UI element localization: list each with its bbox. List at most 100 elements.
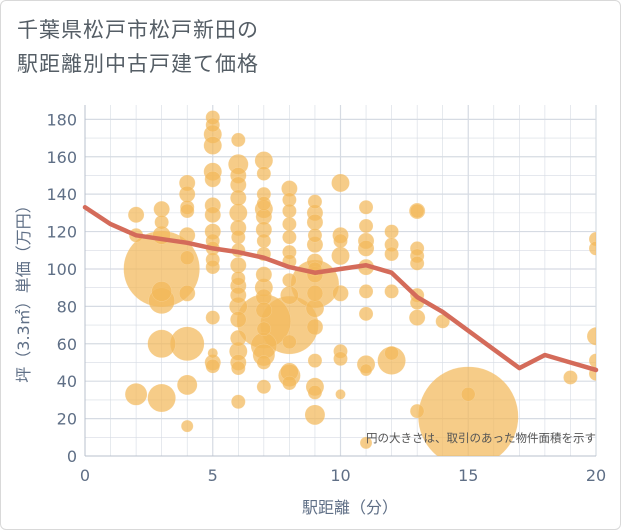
bubble-point [124,383,148,406]
bubble-point [331,246,350,266]
bubble-point [461,387,476,402]
y-tick-label: 160 [46,148,77,167]
trend-line [82,205,599,373]
bubble-point [256,196,272,211]
bubble-point [306,285,324,302]
bubble-point [256,166,272,181]
bubble-point [256,233,272,249]
bubble-point [357,240,375,257]
y-axis-label: 坪（3.3㎡）単価（万円） [14,197,33,382]
bubble-point [358,284,374,299]
bubble-point [204,170,221,188]
y-tick-label: 0 [67,447,77,466]
bubble-point [230,189,247,207]
bubble-point [563,370,578,385]
y-axis-ticks: 0 20 40 60 80 100 120 140 160 180 [46,110,77,466]
bubble-point [151,281,172,302]
bubble-point [256,379,272,395]
bubble-point [359,363,373,377]
bubble-point [307,353,323,368]
x-tick-label: 15 [458,466,478,485]
bubble-point [418,366,519,456]
bubble-point [154,214,169,230]
y-tick-label: 140 [46,185,77,204]
bubble-point [207,347,218,359]
bubble-point [307,194,323,209]
bubble-point [178,285,196,302]
bubble-point [179,203,195,219]
x-tick-label: 20 [586,466,606,485]
bubble-point [147,329,176,359]
bubble-point [335,389,346,400]
bubble-point [205,259,220,275]
x-tick-label: 0 [80,466,90,485]
bubble-point [359,436,373,450]
bubble-point [230,256,247,274]
bubble-point [179,250,195,266]
bubble-point [384,246,399,262]
bubble-point [255,301,273,319]
bubble-point [307,228,323,243]
bubble-point [147,383,176,413]
chart-title: 千葉県松戸市松戸新田の 駅距離別中古戸建て価格 [17,13,259,81]
bubble-point [409,403,425,419]
bubble-point [230,329,247,347]
bubble-point [231,394,246,410]
bubble-point [178,185,196,203]
bubble-point [203,136,222,155]
bubble-point [358,306,374,322]
bubble-point [282,203,297,219]
bubble-point [305,298,325,318]
chart-title-line-2: 駅距離別中古戸建て価格 [17,52,259,76]
bubble-point [358,218,374,234]
x-tick-label: 5 [208,466,218,485]
trend-line-series [82,205,599,373]
bubble-point [282,216,297,232]
bubble-point [332,285,349,302]
bubble-point [176,374,198,396]
bubble-point [331,173,350,193]
bubble-point [153,200,170,218]
bubble-point [282,375,297,391]
bubble-point [282,272,297,288]
bubble-point [333,233,348,249]
y-tick-label: 120 [46,223,77,242]
x-axis-ticks: 0 5 10 15 20 [80,466,606,485]
x-axis-label: 駅距離（分） [302,498,398,517]
y-tick-label: 60 [57,335,77,354]
bubble-point [255,266,273,283]
y-tick-label: 40 [57,372,77,391]
bubble-point [282,334,297,350]
bubble-point [229,203,248,223]
bubble-point [384,345,399,361]
bubble-point [231,229,246,245]
y-tick-label: 80 [57,297,77,316]
bubble-point [205,310,220,325]
x-tick-label: 10 [330,466,350,485]
bubble-point [333,351,348,366]
y-tick-label: 180 [46,110,77,129]
bubble-point [304,404,326,426]
bubble-point [205,117,220,133]
bubble-point [231,271,246,286]
bubble-point [230,286,247,304]
bubble-point [306,213,324,231]
y-tick-label: 100 [46,260,77,279]
bubble-point [127,206,145,223]
bubble-point [256,321,272,337]
bubble-point [230,311,247,328]
bubble-point [408,309,426,326]
bubble-series [123,110,596,456]
bubble-point [384,284,399,299]
bubble-point [358,200,374,215]
bubble-point [256,355,272,370]
bubble-point [306,318,324,336]
bubble-point [231,360,246,376]
bubble-point [588,241,596,256]
bubble-point [231,132,246,148]
bubble-point [280,285,299,305]
bubble-point [586,327,596,346]
bubble-point [180,419,194,433]
y-tick-label: 20 [57,410,77,429]
